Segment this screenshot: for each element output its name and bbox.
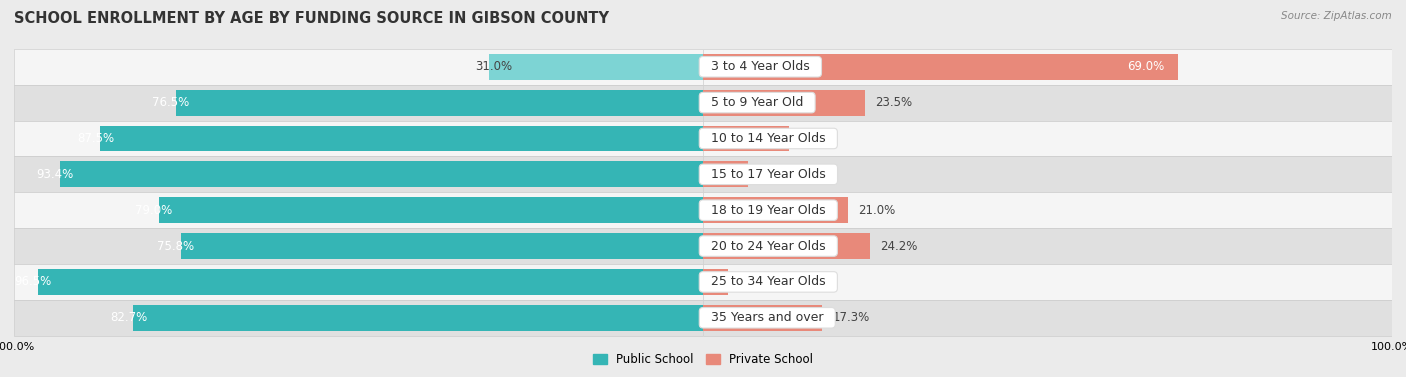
Text: 10 to 14 Year Olds: 10 to 14 Year Olds (703, 132, 834, 145)
Bar (703, 264, 1392, 300)
Bar (703, 192, 1392, 228)
Text: 75.8%: 75.8% (157, 239, 194, 253)
Text: 18 to 19 Year Olds: 18 to 19 Year Olds (703, 204, 834, 217)
Bar (703, 197, 848, 223)
Bar (14, 121, 703, 156)
Bar (703, 233, 870, 259)
Bar (703, 126, 789, 152)
Bar (703, 49, 1392, 85)
Text: 20 to 24 Year Olds: 20 to 24 Year Olds (703, 239, 834, 253)
Bar (159, 197, 703, 223)
Text: 87.5%: 87.5% (77, 132, 114, 145)
Bar (134, 305, 703, 331)
Bar (703, 305, 823, 331)
Text: 6.6%: 6.6% (759, 168, 789, 181)
Bar (176, 90, 703, 115)
Text: 12.5%: 12.5% (800, 132, 837, 145)
Text: 69.0%: 69.0% (1128, 60, 1164, 73)
Bar (703, 300, 1392, 336)
Text: 5 to 9 Year Old: 5 to 9 Year Old (703, 96, 811, 109)
Bar (100, 126, 703, 152)
Text: 24.2%: 24.2% (880, 239, 918, 253)
Bar (703, 90, 865, 115)
Text: Source: ZipAtlas.com: Source: ZipAtlas.com (1281, 11, 1392, 21)
Text: 79.0%: 79.0% (135, 204, 173, 217)
Text: SCHOOL ENROLLMENT BY AGE BY FUNDING SOURCE IN GIBSON COUNTY: SCHOOL ENROLLMENT BY AGE BY FUNDING SOUR… (14, 11, 609, 26)
Bar (181, 233, 703, 259)
Bar (489, 54, 703, 80)
Text: 35 Years and over: 35 Years and over (703, 311, 831, 324)
Bar (14, 192, 703, 228)
Bar (38, 269, 703, 295)
Bar (14, 300, 703, 336)
Text: 23.5%: 23.5% (875, 96, 912, 109)
Bar (703, 85, 1392, 121)
Text: 17.3%: 17.3% (832, 311, 870, 324)
Bar (14, 264, 703, 300)
Bar (703, 121, 1392, 156)
Text: 15 to 17 Year Olds: 15 to 17 Year Olds (703, 168, 834, 181)
Text: 25 to 34 Year Olds: 25 to 34 Year Olds (703, 276, 834, 288)
Bar (703, 156, 1392, 192)
Bar (14, 85, 703, 121)
Text: 21.0%: 21.0% (858, 204, 896, 217)
Text: 93.4%: 93.4% (37, 168, 73, 181)
Bar (703, 269, 728, 295)
Bar (59, 161, 703, 187)
Bar (703, 161, 748, 187)
Bar (703, 228, 1392, 264)
Bar (14, 156, 703, 192)
Legend: Public School, Private School: Public School, Private School (588, 349, 818, 371)
Text: 82.7%: 82.7% (110, 311, 148, 324)
Bar (14, 228, 703, 264)
Bar (703, 54, 1178, 80)
Text: 3 to 4 Year Olds: 3 to 4 Year Olds (703, 60, 818, 73)
Text: 3.6%: 3.6% (738, 276, 768, 288)
Text: 76.5%: 76.5% (152, 96, 190, 109)
Text: 96.5%: 96.5% (14, 276, 52, 288)
Bar (14, 49, 703, 85)
Text: 31.0%: 31.0% (475, 60, 513, 73)
